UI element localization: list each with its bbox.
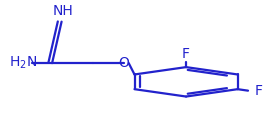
- Text: F: F: [182, 47, 190, 61]
- Text: F: F: [255, 84, 263, 98]
- Text: O: O: [118, 56, 129, 70]
- Text: $\mathsf{H_2N}$: $\mathsf{H_2N}$: [9, 55, 37, 71]
- Text: NH: NH: [52, 4, 73, 18]
